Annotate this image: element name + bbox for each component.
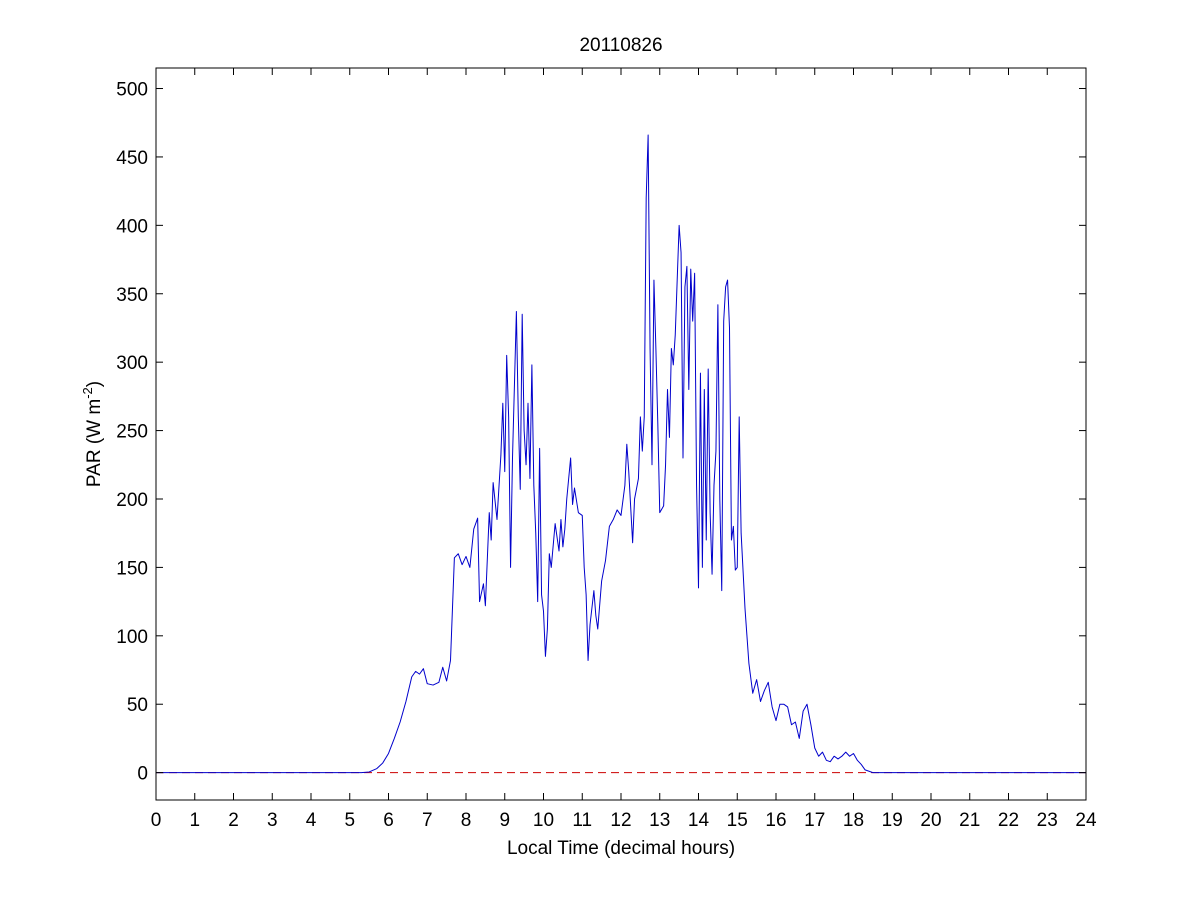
- y-tick-label: 450: [116, 148, 148, 169]
- x-tick-label: 14: [688, 810, 710, 831]
- x-tick-label: 1: [189, 810, 200, 831]
- chart-title: 20110826: [579, 35, 662, 56]
- x-tick-label: 18: [843, 810, 864, 831]
- x-tick-label: 7: [422, 810, 433, 831]
- y-tick-label: 200: [116, 490, 148, 511]
- x-tick-label: 2: [228, 810, 239, 831]
- x-tick-label: 8: [461, 810, 472, 831]
- y-tick-label: 500: [116, 80, 148, 101]
- x-tick-label: 20: [920, 810, 941, 831]
- tick-layer: 0 1 2 3 4 5 6 7 8 9 10 11 12 13 14 15 16 17 18 19 20 21 22 23 24…: [116, 68, 1097, 831]
- x-tick-label: 22: [998, 810, 1019, 831]
- y-axis-label-superscript: -2: [80, 387, 95, 399]
- y-axis-label: PAR (W m-2): [80, 381, 105, 487]
- x-tick-label: 5: [344, 810, 355, 831]
- y-axis-label-prefix: PAR (W m: [84, 399, 105, 487]
- x-tick-label: 15: [727, 810, 748, 831]
- x-tick-label: 21: [959, 810, 980, 831]
- x-tick-label: 23: [1037, 810, 1058, 831]
- y-tick-label: 400: [116, 216, 148, 237]
- x-tick-label: 10: [533, 810, 554, 831]
- y-tick-label: 350: [116, 285, 148, 306]
- par-series-line: [156, 134, 1086, 774]
- x-tick-label: 3: [267, 810, 278, 831]
- x-tick-label: 0: [151, 810, 162, 831]
- x-tick-label: 24: [1075, 810, 1097, 831]
- y-tick-label: 50: [127, 695, 148, 716]
- x-tick-label: 6: [383, 810, 394, 831]
- y-tick-label: 100: [116, 627, 148, 648]
- y-axis-label-suffix: ): [84, 381, 105, 387]
- x-tick-label: 4: [306, 810, 317, 831]
- x-tick-label: 11: [572, 810, 592, 831]
- plot-background: [156, 68, 1086, 800]
- series-layer: [156, 134, 1086, 774]
- y-tick-label: 250: [116, 422, 148, 443]
- x-tick-label: 17: [804, 810, 825, 831]
- x-tick-label: 12: [610, 810, 631, 831]
- x-axis-label: Local Time (decimal hours): [507, 838, 735, 859]
- x-tick-label: 13: [649, 810, 670, 831]
- x-tick-label: 9: [499, 810, 510, 831]
- x-tick-label: 16: [765, 810, 786, 831]
- y-tick-label: 0: [137, 764, 148, 785]
- y-tick-label: 150: [116, 558, 148, 579]
- x-tick-label: 19: [882, 810, 903, 831]
- y-tick-label: 300: [116, 353, 148, 374]
